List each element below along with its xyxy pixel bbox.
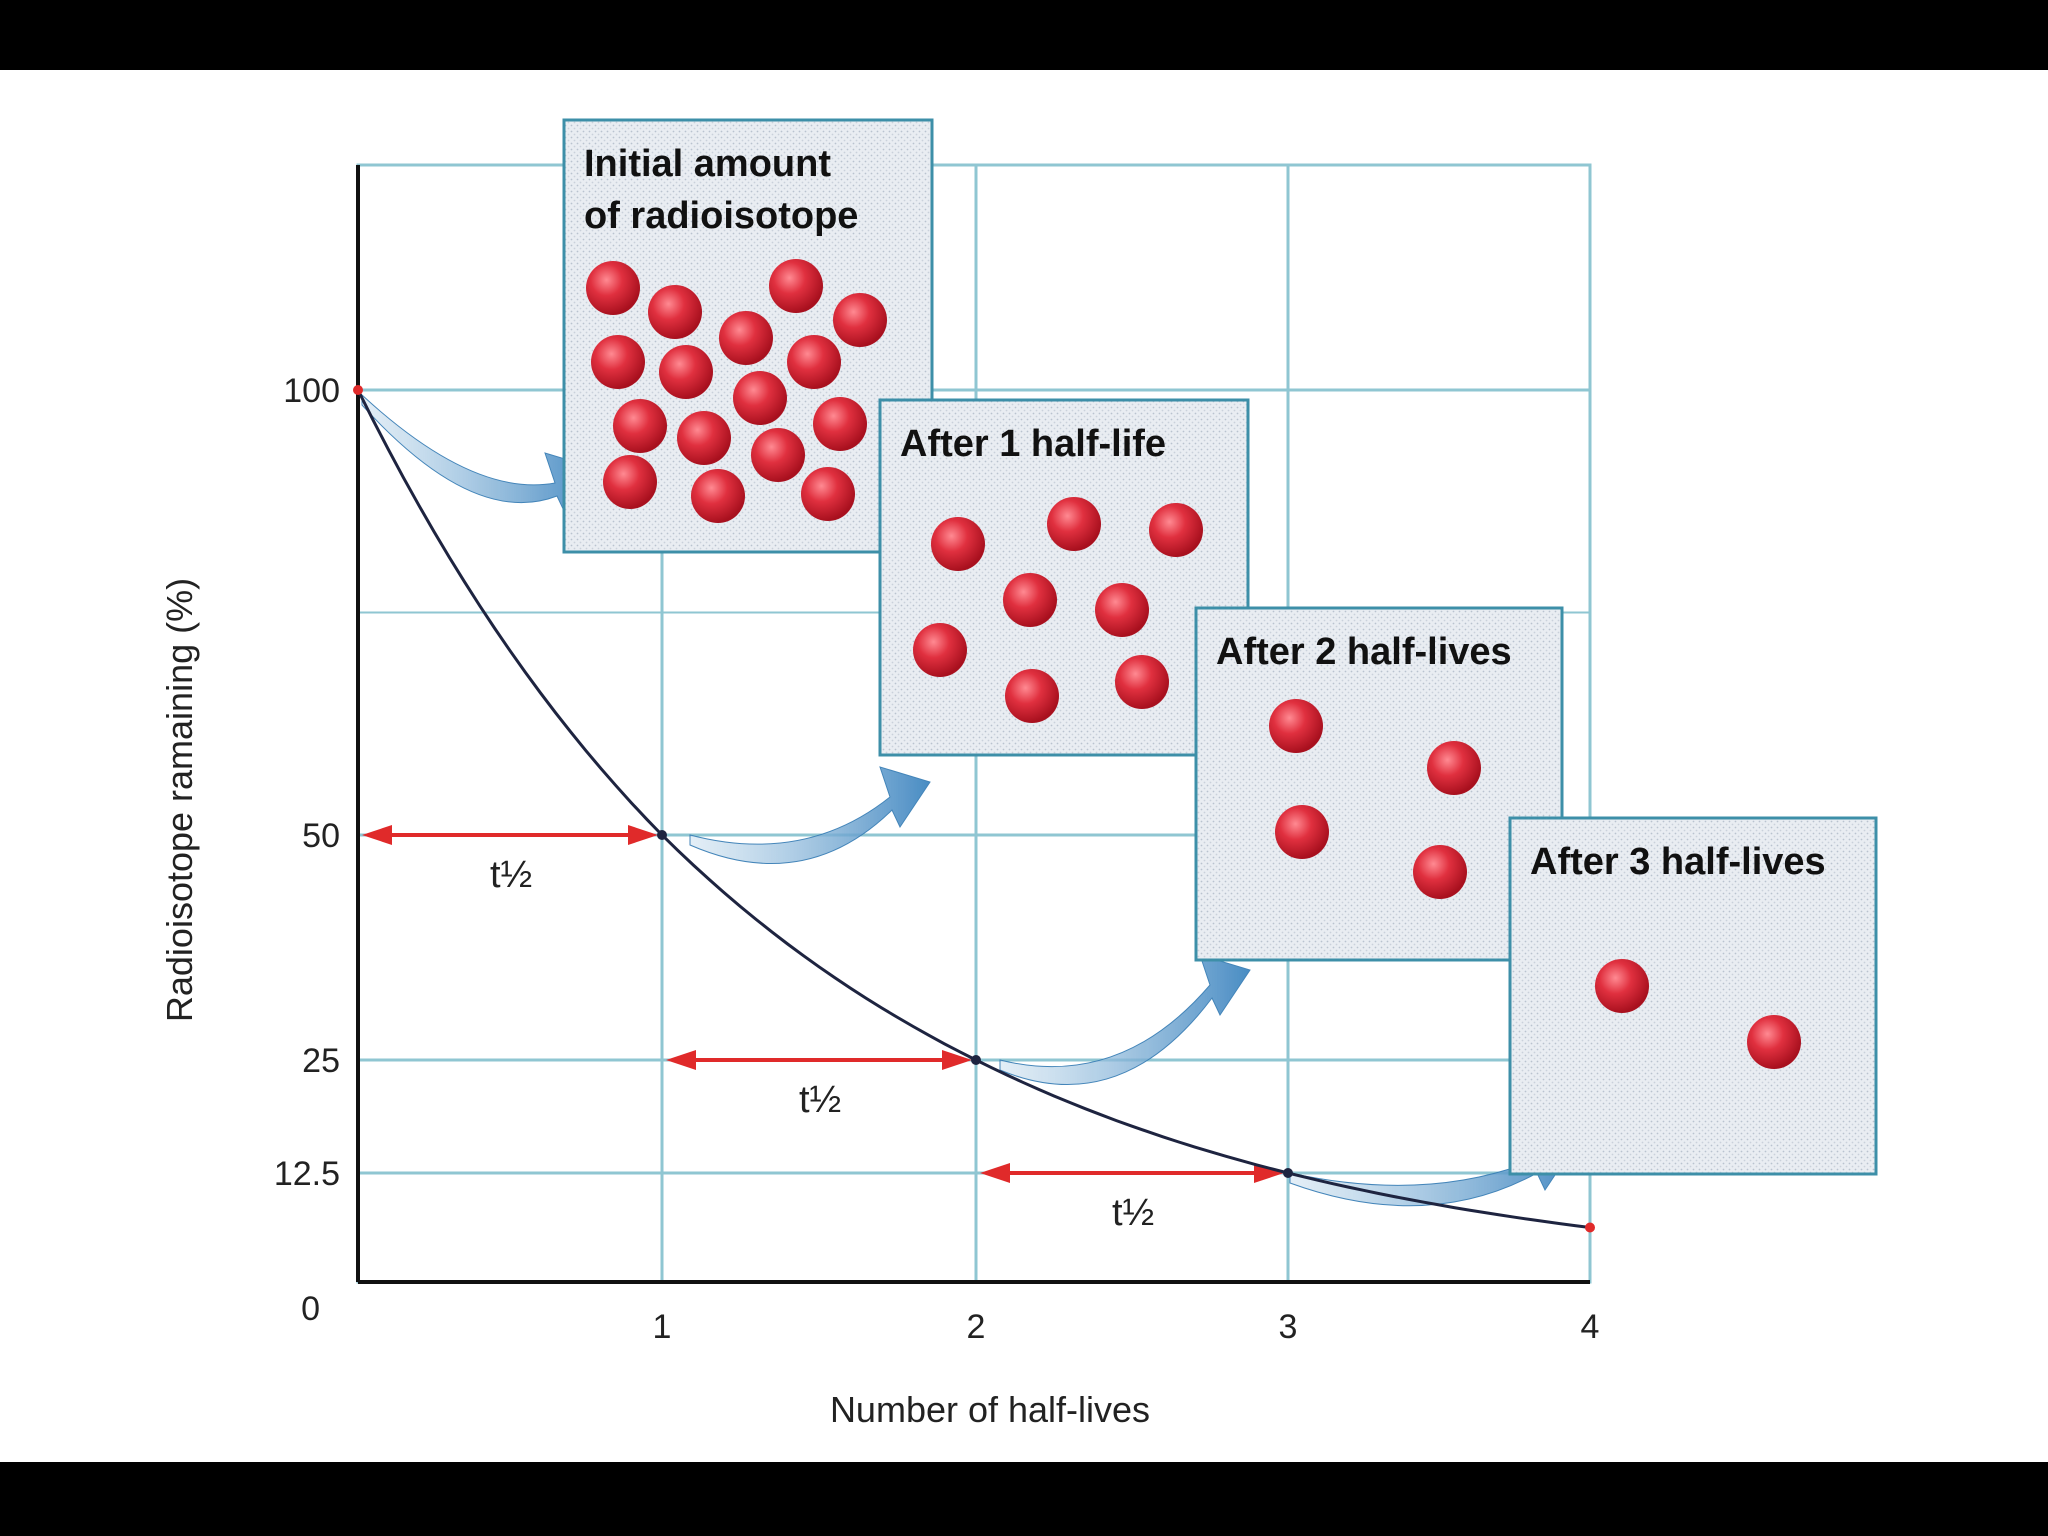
decay-point-3	[1283, 1168, 1293, 1178]
particle-1-4	[833, 293, 887, 347]
panel-title-3-line-1: After 2 half-lives	[1216, 631, 1512, 673]
arrow-half-life-1	[689, 766, 931, 865]
particle-2-7	[1005, 669, 1059, 723]
x-tick-label-1: 1	[653, 1308, 672, 1346]
panel-background-3	[1194, 606, 1564, 962]
particle-2-1	[931, 517, 985, 571]
panel-title-4-line-1: After 3 half-lives	[1530, 841, 1826, 883]
interval-label-1: t½	[490, 854, 532, 896]
decay-point-4	[1585, 1222, 1595, 1233]
axes	[356, 165, 1590, 1284]
arrow-half-life-2	[999, 954, 1251, 1086]
panel-background-2	[878, 398, 1250, 757]
tick-labels: 1 2 3 4 0 12.5 25 50 100	[274, 372, 1600, 1346]
interval-arrowhead-left-3	[980, 1163, 1010, 1183]
particle-1-13	[813, 397, 867, 451]
interval-arrowhead-right-3	[1254, 1163, 1284, 1183]
half-life-chart: 1 2 3 4 0 12.5 25 50 100 t½ t½ t½ Initial amount of…	[159, 118, 1878, 1430]
particle-4-2	[1747, 1015, 1801, 1069]
half-life-intervals: t½ t½ t½	[362, 825, 1284, 1234]
decay-point-0	[353, 385, 363, 395]
particle-2-3	[1149, 503, 1203, 557]
y-tick-label-12-5: 12.5	[274, 1155, 340, 1193]
decay-point-1	[657, 830, 667, 840]
particle-4-1	[1595, 959, 1649, 1013]
arrow-half-life-3	[1289, 1129, 1576, 1207]
particle-3-3	[1275, 805, 1329, 859]
panel-2: After 1 half-life	[878, 398, 1250, 757]
interval-arrowhead-right-1	[628, 825, 658, 845]
panel-3: After 2 half-lives	[1194, 606, 1564, 962]
interval-arrowhead-right-2	[942, 1050, 972, 1070]
particle-1-2	[648, 285, 702, 339]
y-tick-label-25: 25	[302, 1042, 340, 1080]
panel-title-2-line-1: After 1 half-life	[900, 423, 1166, 465]
particle-2-6	[913, 623, 967, 677]
x-tick-label-2: 2	[967, 1308, 986, 1346]
particle-1-14	[603, 455, 657, 509]
y-axis-label: Radioisotope ramaining (%)	[159, 578, 200, 1022]
panel-background-4	[1508, 816, 1878, 1176]
particle-1-3	[769, 259, 823, 313]
particle-1-10	[613, 399, 667, 453]
y-tick-label-0: 0	[301, 1290, 320, 1328]
arrow-initial	[361, 393, 596, 515]
particle-3-2	[1427, 741, 1481, 795]
interval-arrowhead-left-1	[362, 825, 392, 845]
particle-1-8	[787, 335, 841, 389]
panel-title-1-line-2: of radioisotope	[584, 195, 858, 237]
panel-1: Initial amount of radioisotope	[562, 118, 934, 554]
particle-1-11	[677, 411, 731, 465]
x-axis-label: Number of half-lives	[830, 1389, 1150, 1430]
particle-3-4	[1413, 845, 1467, 899]
decay-point-2	[971, 1055, 981, 1065]
decay-curve	[353, 385, 1595, 1233]
panel-4: After 3 half-lives	[1508, 816, 1878, 1176]
particle-1-1	[586, 261, 640, 315]
particle-2-8	[1115, 655, 1169, 709]
particle-1-5	[591, 335, 645, 389]
particle-3-1	[1269, 699, 1323, 753]
particle-1-16	[801, 467, 855, 521]
particle-2-4	[1003, 573, 1057, 627]
chart-canvas: 1 2 3 4 0 12.5 25 50 100 t½ t½ t½ Initial amount of…	[0, 70, 2048, 1462]
particle-1-6	[659, 345, 713, 399]
interval-label-2: t½	[799, 1079, 841, 1121]
particle-1-9	[733, 371, 787, 425]
y-tick-label-100: 100	[283, 372, 340, 410]
particle-2-5	[1095, 583, 1149, 637]
particle-1-15	[691, 469, 745, 523]
particle-1-12	[751, 428, 805, 482]
x-tick-label-3: 3	[1279, 1308, 1298, 1346]
x-tick-label-4: 4	[1581, 1308, 1600, 1346]
interval-arrowhead-left-2	[666, 1050, 696, 1070]
panel-title-1-line-1: Initial amount	[584, 143, 831, 185]
y-tick-label-50: 50	[302, 817, 340, 855]
particle-2-2	[1047, 497, 1101, 551]
transition-arrows	[361, 393, 1576, 1207]
particle-1-7	[719, 311, 773, 365]
interval-label-3: t½	[1112, 1192, 1154, 1234]
particle-panels: Initial amount of radioisotope After 1 hal…	[562, 118, 1878, 1176]
